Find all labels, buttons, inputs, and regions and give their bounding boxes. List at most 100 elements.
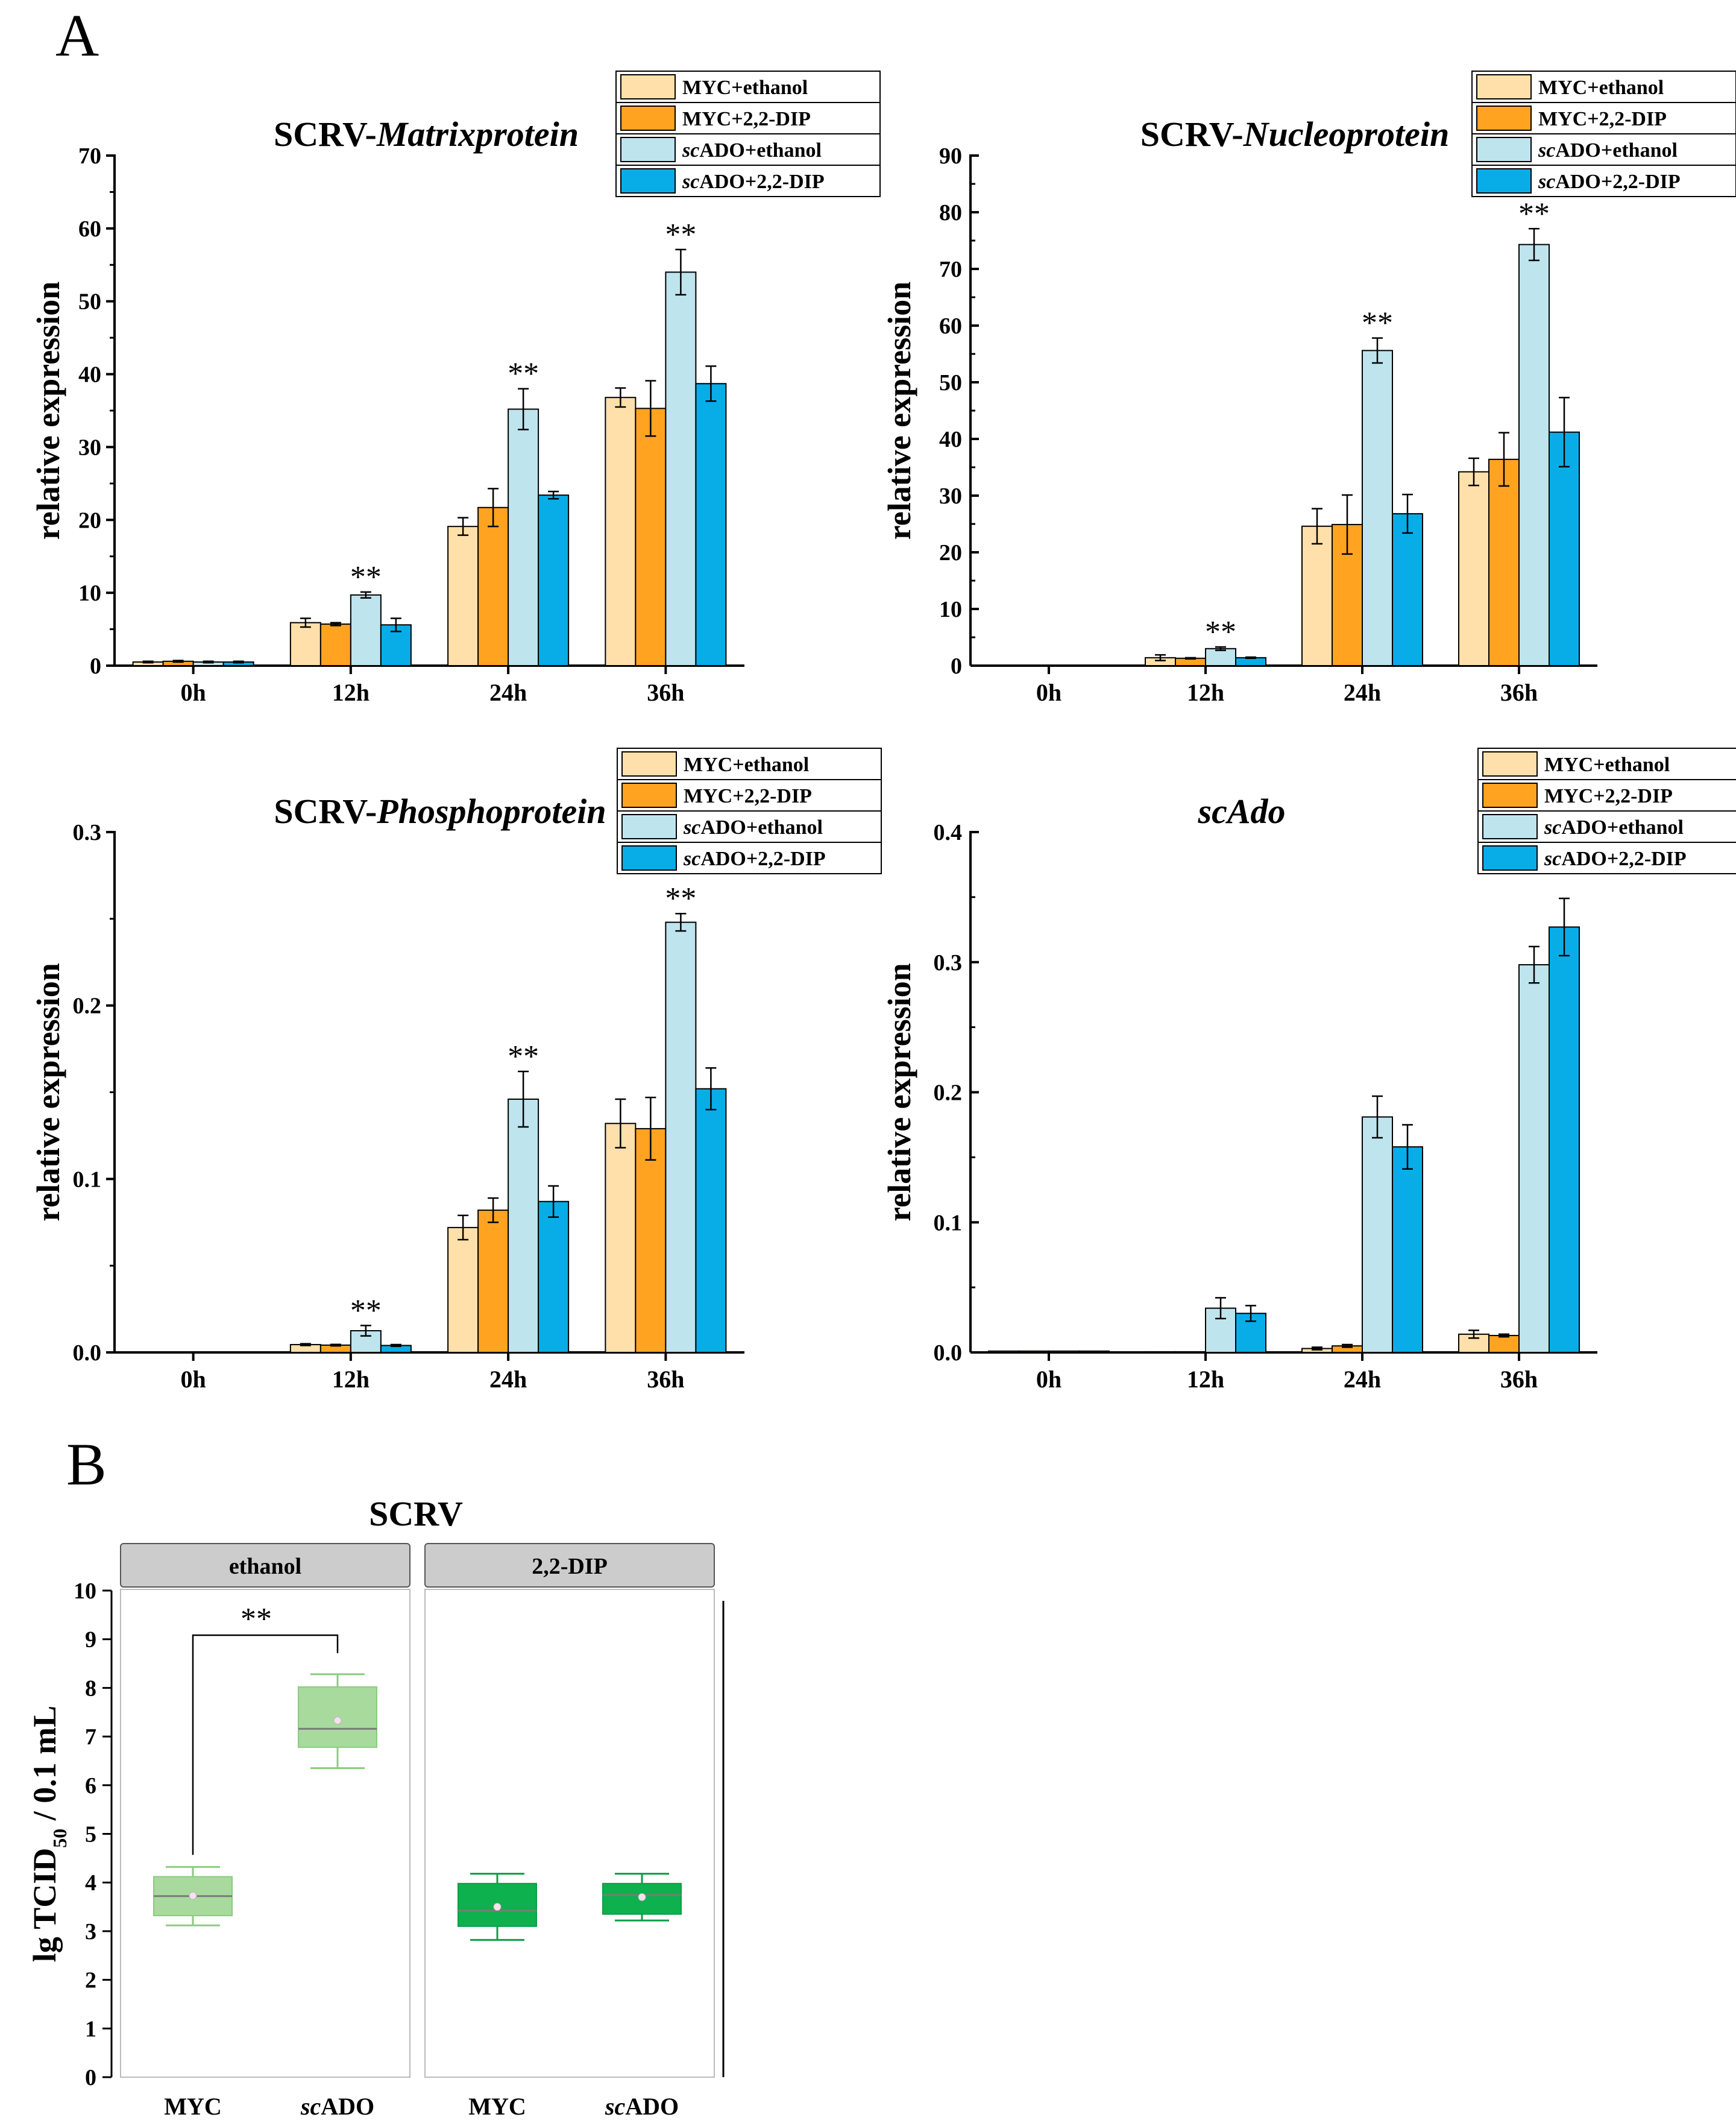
- bar-scADO+ethanol: [350, 1330, 382, 1354]
- legend-label: scADO+ethanol: [1538, 139, 1678, 162]
- bar-MYC+2,2-DIP: [635, 408, 667, 666]
- bar-MYC+2,2-DIP: [477, 1210, 509, 1353]
- y-tick-label: 30: [78, 435, 101, 460]
- box-group-label: scADO: [300, 2093, 374, 2120]
- y-tick-label: 90: [939, 144, 962, 169]
- y-axis-label: relative expression: [881, 963, 917, 1221]
- y-tick-label: 8: [85, 1676, 96, 1701]
- x-tick-label: 12h: [1187, 679, 1224, 706]
- x-tick-label: 0h: [181, 679, 206, 706]
- box-mean-point: [638, 1893, 646, 1901]
- legend-label: scADO+2,2-DIP: [1538, 171, 1681, 193]
- facet-strip: [424, 1543, 715, 1588]
- x-tick-label: 36h: [1500, 679, 1538, 706]
- y-tick-label: 10: [939, 597, 962, 622]
- legend-label: MYC+ethanol: [682, 77, 808, 99]
- bar-MYC+2,2-DIP: [1488, 1334, 1520, 1353]
- legend-label: scADO+2,2-DIP: [682, 171, 825, 193]
- y-tick-label: 3: [85, 1919, 96, 1945]
- y-tick-label: 80: [939, 200, 962, 226]
- y-tick-label: 0.2: [73, 994, 102, 1019]
- significance-stars: **: [665, 882, 696, 916]
- facet-frame: [424, 1589, 715, 2078]
- y-tick-label: 0.0: [934, 1340, 963, 1366]
- y-tick-label: 70: [78, 144, 101, 169]
- legend: MYC+ethanol MYC+2,2-DIP scADO+ethanol scADO…: [617, 748, 882, 874]
- legend-swatch: [1476, 106, 1532, 131]
- facet-2: 2,2-DIP MYC scADO: [424, 1543, 715, 2120]
- bar-MYC+ethanol: [447, 526, 479, 666]
- y-tick-label: 40: [939, 427, 962, 452]
- x-tick-label: 36h: [647, 1366, 684, 1393]
- facet-frame: [120, 1589, 410, 2078]
- legend-label: MYC+ethanol: [1538, 77, 1664, 99]
- facet-1: ethanol MYC scADO **: [120, 1543, 410, 2120]
- bar-MYC+2,2-DIP: [635, 1128, 667, 1354]
- y-tick-label: 0.1: [934, 1210, 963, 1235]
- bar-MYC+2,2-DIP: [1018, 1350, 1049, 1354]
- significance-stars: **: [665, 218, 696, 252]
- y-tick-label: 0.4: [934, 820, 963, 845]
- x-tick-label: 24h: [1344, 679, 1381, 706]
- bar-scADO+2,2-DIP: [1549, 431, 1580, 666]
- bar-scADO+2,2-DIP: [538, 1200, 570, 1353]
- x-tick-label: 0h: [1036, 679, 1061, 706]
- y-tick-label: 4: [85, 1870, 96, 1896]
- y-tick-label: 10: [78, 581, 101, 606]
- y-tick-label: 0.0: [73, 1340, 102, 1366]
- significance-stars: **: [350, 560, 382, 595]
- x-tick-label: 24h: [1344, 1366, 1381, 1393]
- y-tick-label: 20: [78, 508, 101, 533]
- bar-scADO+ethanol: [665, 271, 697, 667]
- legend: MYC+ethanol MYC+2,2-DIP scADO+ethanol scADO…: [1477, 748, 1736, 874]
- y-tick-label: 20: [939, 540, 962, 566]
- x-tick-label: 36h: [1500, 1366, 1538, 1393]
- bar-scADO+ethanol: [1362, 1116, 1393, 1354]
- y-tick-label: 0.3: [73, 820, 102, 845]
- box-group-label: MYC: [468, 2093, 526, 2120]
- legend: MYC+ethanol MYC+2,2-DIP scADO+ethanol scADO…: [1471, 71, 1736, 197]
- bar-scADO+2,2-DIP: [695, 383, 727, 666]
- chart-title: scAdo: [1198, 792, 1286, 831]
- y-axis-label: relative expression: [30, 282, 66, 540]
- legend-label: MYC+ethanol: [684, 754, 809, 776]
- bar-MYC+2,2-DIP: [1332, 523, 1363, 666]
- legend-label: scADO+ethanol: [683, 816, 823, 839]
- facet-strip-label: ethanol: [229, 1554, 301, 1579]
- legend-label: MYC+ethanol: [1544, 754, 1670, 776]
- y-tick-label: 5: [85, 1822, 96, 1847]
- y-tick-label: 0.1: [73, 1167, 102, 1192]
- legend-swatch: [620, 137, 676, 162]
- bar-chart-3: SCRV-Phosphoprotein relative expression 0.…: [30, 748, 882, 1393]
- bar-scADO+2,2-DIP: [538, 494, 570, 666]
- legend-swatch: [1482, 814, 1538, 839]
- chart-title: SCRV-Matrixprotein: [274, 115, 579, 154]
- legend-label: MYC+2,2-DIP: [1538, 108, 1667, 130]
- y-tick-label: 10: [74, 1579, 96, 1604]
- significance-bracket: [192, 1634, 339, 1855]
- legend-label: MYC+2,2-DIP: [1544, 785, 1673, 807]
- significance-stars: **: [1362, 306, 1393, 341]
- y-tick-label: 60: [78, 216, 101, 242]
- x-tick-label: 36h: [647, 679, 684, 706]
- legend-swatch: [620, 74, 676, 99]
- legend: MYC+ethanol MYC+2,2-DIP scADO+ethanol scADO…: [615, 71, 881, 197]
- legend-swatch: [621, 845, 677, 871]
- bar-scADO+ethanol: [508, 408, 539, 667]
- bar-scADO+2,2-DIP: [1392, 513, 1423, 667]
- x-tick-label: 12h: [332, 679, 370, 706]
- significance-stars: **: [241, 1602, 272, 1636]
- y-tick-label: 1: [85, 2016, 96, 2042]
- box-mean-point: [189, 1891, 197, 1900]
- legend-label: scADO+ethanol: [682, 139, 822, 162]
- y-tick-label: 9: [85, 1627, 96, 1653]
- bar-scADO+2,2-DIP: [1392, 1146, 1423, 1353]
- legend-swatch: [1482, 751, 1538, 777]
- bar-scADO+ethanol: [1518, 244, 1550, 666]
- y-tick-label: 7: [85, 1724, 96, 1750]
- bar-MYC+2,2-DIP: [319, 623, 351, 667]
- y-tick-label: 0: [951, 654, 962, 679]
- legend-swatch: [1482, 845, 1538, 871]
- significance-stars: **: [350, 1293, 382, 1328]
